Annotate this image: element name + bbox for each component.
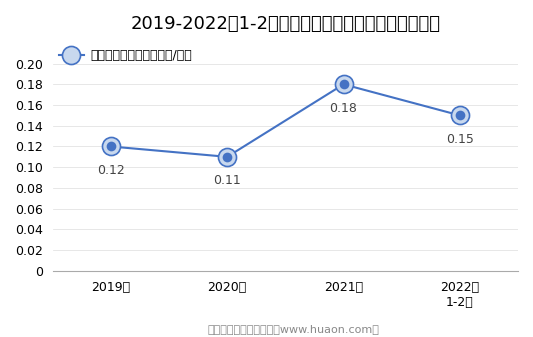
Text: 0.11: 0.11 xyxy=(213,175,241,187)
Text: 0.18: 0.18 xyxy=(329,102,358,115)
Text: 0.15: 0.15 xyxy=(446,133,474,146)
Text: 0.12: 0.12 xyxy=(97,164,125,177)
Legend: 棉花期权成交均价（万元/手）: 棉花期权成交均价（万元/手） xyxy=(59,49,192,62)
棉花期权成交均价（万元/手） xyxy=(341,82,347,86)
Text: 制图：华经产业研究院（www.huaon.com）: 制图：华经产业研究院（www.huaon.com） xyxy=(207,324,379,334)
棉花期权成交均价（万元/手） xyxy=(457,113,463,117)
Line: 棉花期权成交均价（万元/手）: 棉花期权成交均价（万元/手） xyxy=(102,75,469,166)
Title: 2019-2022年1-2月郑州商品交易所棉花期权成交均价: 2019-2022年1-2月郑州商品交易所棉花期权成交均价 xyxy=(131,15,440,33)
棉花期权成交均价（万元/手） xyxy=(108,145,114,149)
棉花期权成交均价（万元/手） xyxy=(224,155,230,159)
